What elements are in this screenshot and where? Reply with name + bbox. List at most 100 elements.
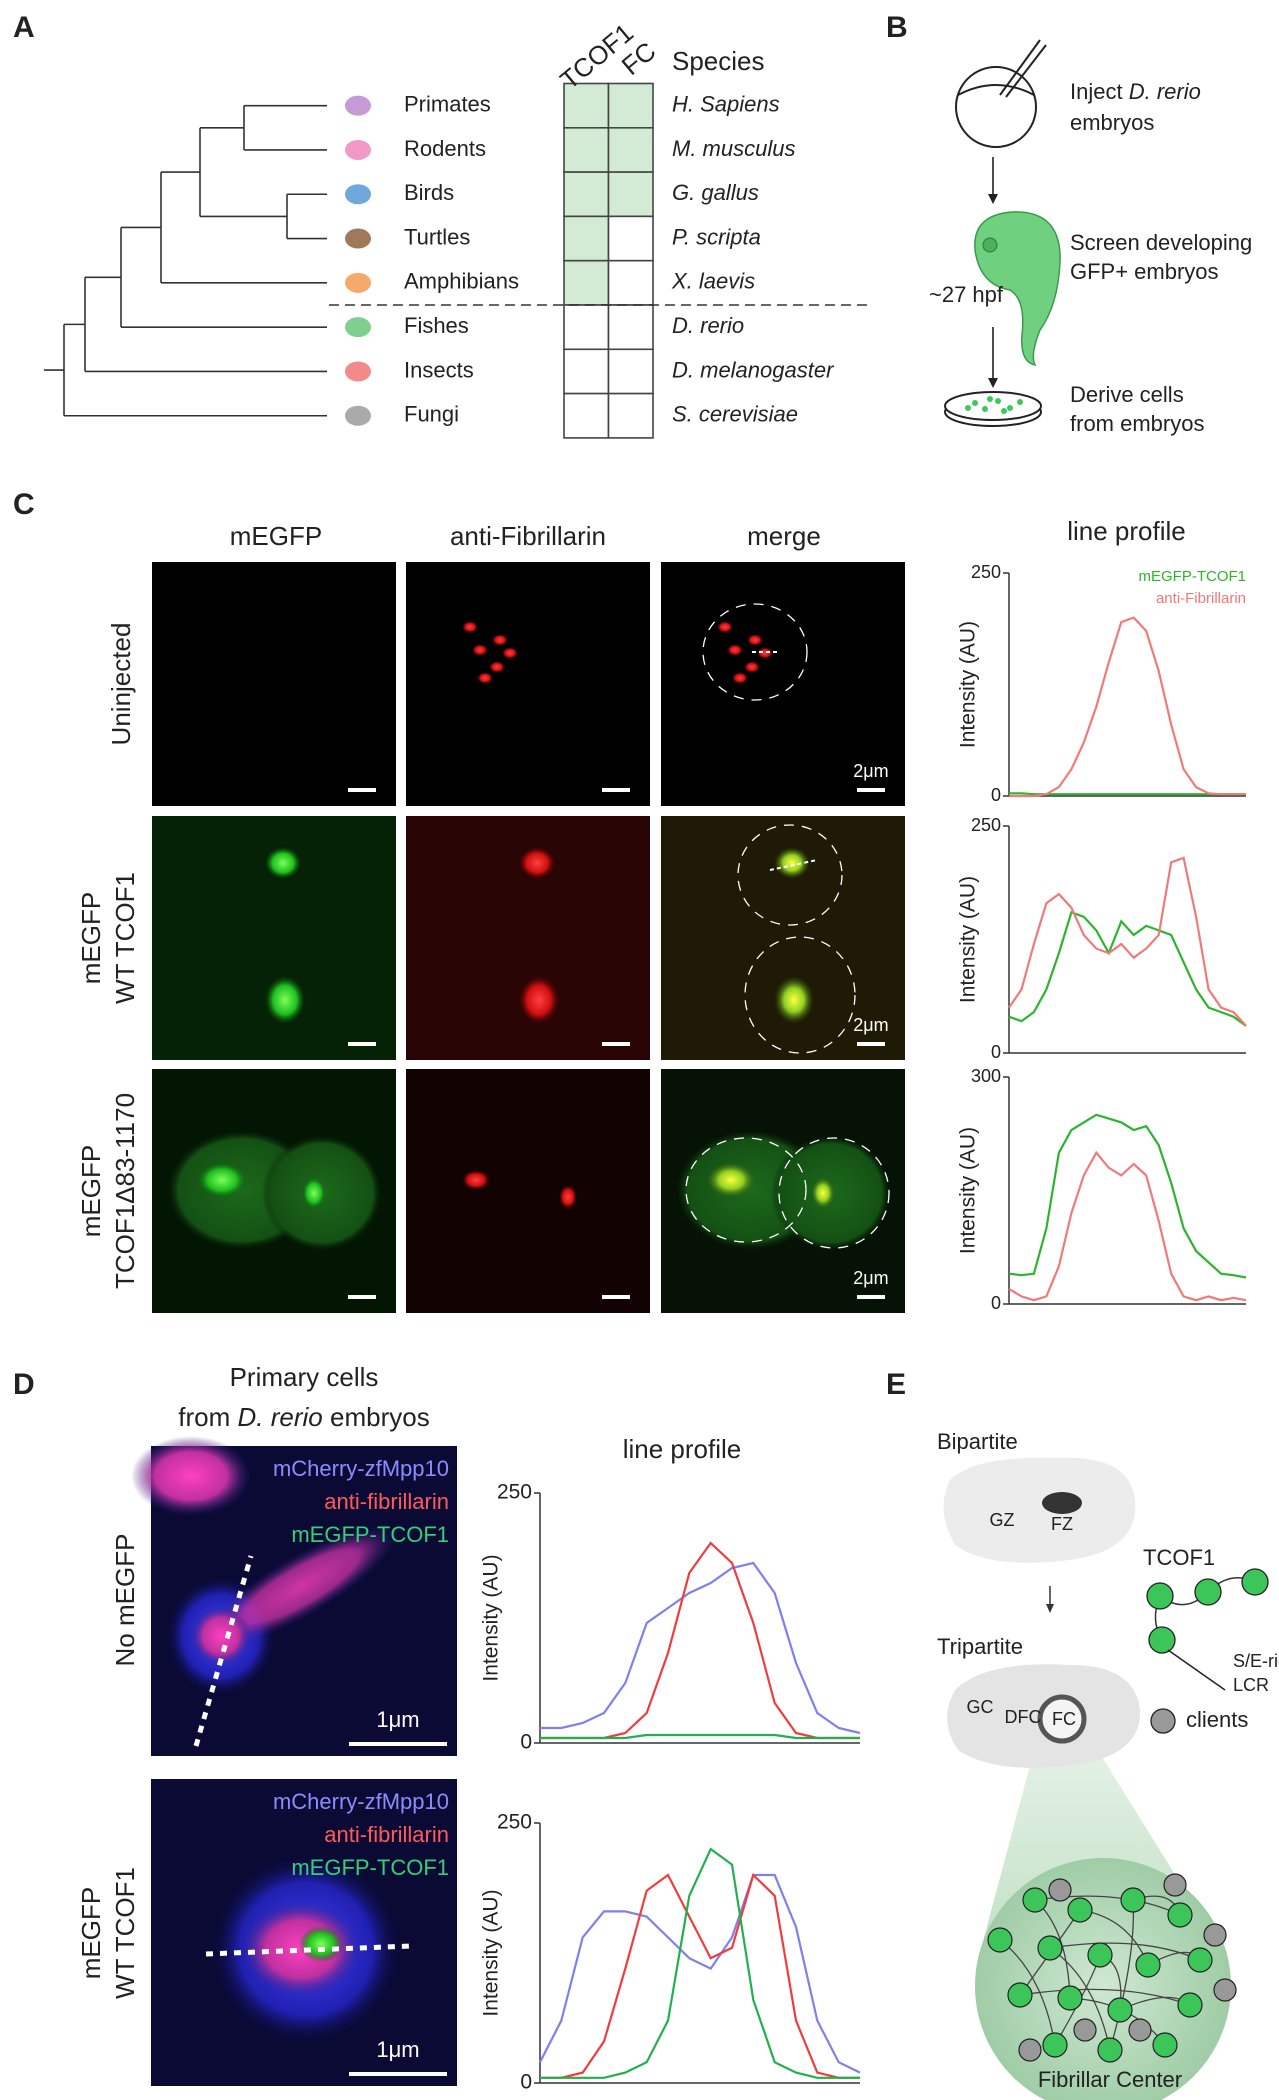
- cell-dot: [972, 400, 978, 406]
- label: Derive cells: [1070, 382, 1184, 407]
- label: WT TCOF1: [110, 1867, 140, 1999]
- blob: [502, 647, 518, 659]
- label: anti-fibrillarin: [324, 1822, 449, 1847]
- presence-cell: [563, 215, 610, 262]
- label: LCR: [1233, 1675, 1269, 1695]
- cell-outline: [685, 1137, 807, 1243]
- label: FZ: [1051, 1514, 1073, 1534]
- label: 1μm: [376, 2037, 419, 2062]
- presence-cell: [607, 304, 654, 351]
- label: 0: [991, 1042, 1001, 1062]
- fz-body: [1042, 1492, 1082, 1514]
- tcof1-node: [1177, 1992, 1203, 2018]
- cell-outline: [778, 1137, 890, 1249]
- presence-cell: [607, 215, 654, 262]
- profile-line: [1009, 616, 1246, 798]
- label: 0: [520, 2071, 532, 2094]
- text-part: D. rerio: [1129, 79, 1201, 104]
- label: X. laevis: [671, 269, 755, 294]
- label: D. rerio: [672, 313, 744, 338]
- blob: [559, 1185, 577, 1209]
- label: mEGFP-TCOF1: [291, 1855, 449, 1880]
- presence-cell: [563, 392, 610, 439]
- arrowhead: [1046, 1604, 1054, 1613]
- label: E: [886, 1368, 906, 1401]
- presence-cell: [563, 304, 610, 351]
- cell-dot: [995, 398, 1001, 404]
- label: GZ: [990, 1510, 1015, 1530]
- label: 2μm: [853, 1015, 888, 1035]
- label: Insects: [404, 357, 474, 382]
- cell-dot: [982, 406, 988, 412]
- cell-dot: [965, 405, 971, 411]
- label: line profile: [1067, 516, 1186, 546]
- label: S/E-rich: [1233, 1651, 1279, 1671]
- blob: [477, 672, 493, 684]
- label: merge: [747, 521, 821, 551]
- label: mCherry-zfMpp10: [273, 1789, 449, 1814]
- cell-dot: [987, 396, 993, 402]
- label: Bipartite: [937, 1429, 1018, 1454]
- chain: [1109, 1899, 1135, 2051]
- yolk: [957, 84, 1035, 96]
- blob: [811, 1177, 835, 1209]
- tcof1-node: [987, 1927, 1013, 1953]
- tcof1-node: [1007, 1982, 1033, 2008]
- label: 2μm: [853, 761, 888, 781]
- nucleolus: [943, 1457, 1136, 1563]
- label: Primary cells: [230, 1362, 379, 1392]
- label: TCOF1: [1143, 1545, 1215, 1570]
- taxon-icon: [345, 184, 371, 205]
- blob: [265, 976, 305, 1024]
- label: 0: [991, 1293, 1001, 1313]
- label: line profile: [623, 1434, 742, 1464]
- label: embryos: [1070, 110, 1154, 135]
- dish-rim: [944, 391, 1042, 421]
- micrograph: [406, 562, 650, 806]
- label: mEGFP: [230, 521, 322, 551]
- tcof1-node: [1241, 1568, 1269, 1596]
- label: GC: [967, 1697, 994, 1717]
- taxon-icon: [345, 317, 371, 338]
- text-part: embryos: [330, 1402, 430, 1432]
- cell-dot: [1007, 405, 1013, 411]
- tcof1-node: [1120, 1887, 1146, 1913]
- label: clients: [1186, 1707, 1248, 1732]
- tcof1-node: [1097, 2037, 1123, 2063]
- text-part: Inject: [1070, 79, 1129, 104]
- presence-cell: [563, 348, 610, 395]
- label: 300: [971, 1066, 1001, 1086]
- client: [1128, 2018, 1152, 2042]
- tcof1-node: [1067, 1897, 1093, 1923]
- needle: [1005, 44, 1047, 98]
- tcof1-node: [1146, 1582, 1174, 1610]
- label: Intensity (AU): [480, 1889, 503, 2016]
- client: [1203, 1923, 1227, 1947]
- blob: [706, 1162, 756, 1198]
- tcof1-node: [1022, 1887, 1048, 1913]
- blob: [299, 1926, 343, 1962]
- label: Screen developing: [1070, 230, 1252, 255]
- blob: [732, 672, 748, 684]
- label: Amphibians: [404, 269, 519, 294]
- profile-line: [540, 1561, 861, 1735]
- label: Uninjected: [106, 623, 136, 746]
- profile-line: [1008, 856, 1247, 1027]
- embryo-eye: [982, 237, 998, 253]
- blob: [204, 1525, 398, 1647]
- label: Intensity (AU): [957, 621, 980, 748]
- profile-line: [539, 1873, 861, 2074]
- cell-outline: [737, 824, 843, 926]
- blob: [774, 976, 814, 1024]
- tcof1-node: [1087, 1942, 1113, 1968]
- label: 0: [520, 1731, 532, 1754]
- embryo: [974, 211, 1061, 367]
- cell-dot: [1017, 399, 1023, 405]
- taxon-icon: [345, 228, 371, 249]
- label: GFP+ embryos: [1070, 259, 1219, 284]
- presence-cell: [563, 171, 610, 218]
- label: D: [13, 1368, 35, 1401]
- label: Species: [672, 46, 765, 76]
- label: mEGFP: [76, 1887, 106, 1979]
